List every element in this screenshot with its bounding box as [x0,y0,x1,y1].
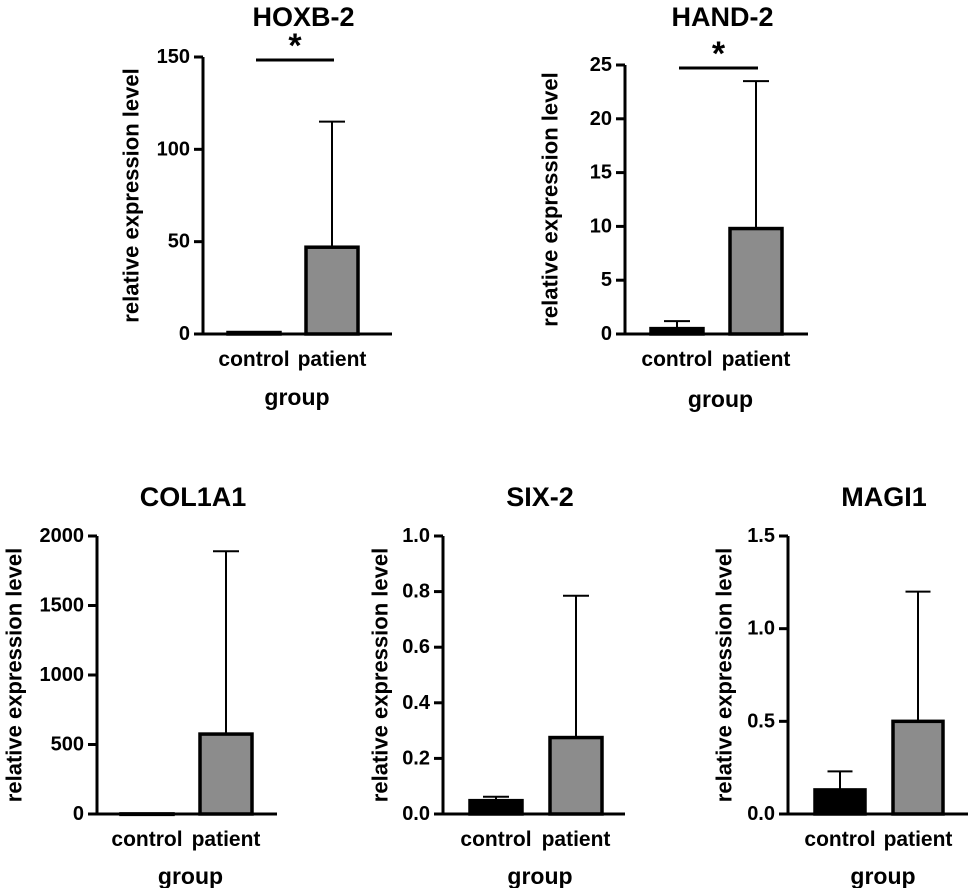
chart-hand2-bar-patient [728,226,784,336]
chart-magi1-ylabel: relative expression level [712,548,737,802]
chart-hoxb2-significance-star: * [288,27,302,65]
chart-hand2-ylabel: relative expression level [538,72,563,326]
chart-magi1-bar-control [813,788,867,816]
chart-hand2: HAND-2 relative expression level 0 5 10 15 20 2… [538,2,808,412]
chart-six2-xlabel: group [507,863,572,888]
chart-six2-bar-control [468,798,524,816]
chart-magi1-xlabel: group [850,863,915,888]
chart-hand2-significance-star: * [712,35,726,73]
chart-six2-title: SIX-2 [506,482,574,512]
chart-col1a1: COL1A1 relative expression level 0 500 1000 1… [2,482,277,888]
chart-six2-ytick-label: 0.6 [402,636,430,658]
chart-magi1-title: MAGI1 [841,482,927,512]
chart-magi1: MAGI1 relative expression level 0.0 0.5 1.0 1… [712,482,968,888]
chart-hand2-ytick-label: 20 [590,108,612,130]
chart-col1a1-category-label: control [111,828,182,851]
chart-col1a1-ylabel: relative expression level [2,548,27,802]
chart-hand2-category-label: control [641,348,712,371]
chart-magi1-category-label: control [804,828,875,851]
chart-col1a1-title: COL1A1 [140,482,247,512]
chart-six2-ytick-label: 0.0 [402,803,430,825]
chart-hoxb2-ytick-label: 50 [168,231,190,253]
chart-col1a1-ytick-label: 2000 [40,525,85,547]
chart-six2-bar-patient [548,735,604,816]
chart-hand2-category-label: patient [722,348,791,371]
chart-col1a1-xlabel: group [158,863,223,888]
chart-six2: SIX-2 relative expression level 0.0 0.2 0.4 0… [368,482,625,888]
chart-hand2-ytick-label: 5 [601,269,612,291]
chart-hoxb2-category-label: control [218,348,289,371]
chart-six2-category-label: patient [542,828,611,851]
chart-hand2-ytick-label: 25 [590,54,612,76]
chart-col1a1-bar-patient [198,732,254,816]
chart-magi1-ytick-label: 0.0 [747,803,775,825]
chart-hoxb2-xlabel: group [264,384,329,410]
chart-col1a1-ytick-label: 0 [73,803,84,825]
chart-hoxb2-ytick-label: 100 [157,138,190,160]
chart-hoxb2-title: HOXB-2 [252,2,354,32]
chart-hoxb2-category-label: patient [298,348,367,371]
chart-six2-category-label: control [460,828,531,851]
chart-hoxb2: HOXB-2 relative expression level 0 50 100 150… [119,2,392,410]
chart-hoxb2-ytick-label: 150 [157,46,190,68]
chart-magi1-category-label: patient [884,828,953,851]
chart-magi1-ytick-label: 0.5 [747,710,775,732]
chart-col1a1-ytick-label: 1500 [40,595,85,617]
chart-col1a1-category-label: patient [192,828,261,851]
chart-six2-ylabel: relative expression level [368,548,393,802]
chart-hoxb2-ytick-label: 0 [179,323,190,345]
chart-six2-ytick-label: 0.4 [402,692,431,714]
chart-hoxb2-ylabel: relative expression level [119,68,144,322]
chart-col1a1-ytick-label: 1000 [40,664,85,686]
chart-six2-ytick-label: 0.2 [402,747,430,769]
chart-magi1-ytick-label: 1.0 [747,618,775,640]
chart-hand2-ytick-label: 0 [601,323,612,345]
chart-hand2-title: HAND-2 [671,2,773,32]
chart-col1a1-ytick-label: 500 [51,734,84,756]
chart-six2-ytick-label: 1.0 [402,525,430,547]
chart-hand2-xlabel: group [688,386,753,412]
chart-magi1-bar-patient [891,719,945,816]
chart-hand2-ytick-label: 10 [590,215,612,237]
chart-six2-ytick-label: 0.8 [402,581,430,603]
chart-hoxb2-bar-patient [304,245,360,336]
chart-magi1-ytick-label: 1.5 [747,525,775,547]
chart-hand2-ytick-label: 15 [590,162,612,184]
